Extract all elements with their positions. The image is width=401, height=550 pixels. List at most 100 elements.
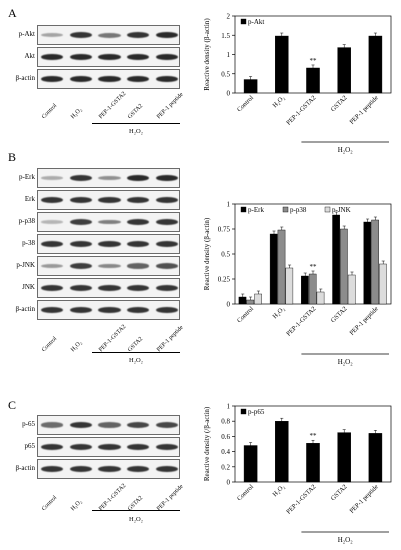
treatment-label: H₂O₂	[338, 146, 354, 154]
bar	[275, 35, 289, 94]
blot-strip	[37, 415, 180, 435]
treatment-label: H₂O₂	[129, 516, 143, 523]
blot-band	[126, 443, 150, 451]
blot-row-label: p-JNK	[16, 261, 35, 269]
blot-strip	[37, 459, 180, 479]
blot-row-label: p65	[24, 442, 36, 450]
bar	[277, 229, 286, 305]
y-tick-label: 0	[227, 301, 231, 309]
blot-band	[155, 465, 178, 473]
legend-label: p-p65	[248, 408, 265, 416]
blot-band	[126, 284, 150, 292]
y-tick-label: 2	[227, 13, 231, 21]
blot-band	[155, 263, 178, 269]
lane-label: Control	[41, 103, 59, 121]
y-tick-label: 1.5	[221, 32, 230, 40]
blot-band	[41, 284, 64, 292]
blot-strip	[37, 278, 180, 298]
blot-band	[126, 422, 150, 428]
x-tick-label: PEP-1-GSTA2	[285, 94, 317, 126]
x-tick-label: GSTA2	[330, 305, 349, 324]
blot-band	[155, 443, 178, 451]
legend-swatch	[240, 18, 247, 25]
legend-label: p-Erk	[248, 206, 264, 214]
treatment-label: H₂O₂	[338, 358, 354, 366]
lane-label: Control	[41, 495, 59, 513]
blot-band	[41, 53, 64, 61]
blot-band	[98, 263, 121, 269]
blot-band	[69, 196, 93, 204]
blot-band	[41, 422, 64, 428]
legend-label: p-JNK	[332, 206, 351, 214]
blot-strip	[37, 437, 180, 457]
bar	[337, 47, 351, 94]
bar	[306, 67, 320, 94]
bar	[238, 296, 247, 305]
bar	[243, 445, 258, 483]
blot-band	[69, 465, 93, 473]
bar	[332, 214, 340, 305]
bar	[340, 228, 348, 305]
blot-band	[126, 240, 150, 248]
lane-label: PEP-1 peptide	[155, 91, 185, 121]
lane-label: H₂O₂	[69, 106, 84, 121]
blot-row-label: Erk	[24, 195, 35, 203]
blot-band	[69, 421, 93, 429]
bar	[347, 274, 356, 305]
blot-strip	[37, 69, 180, 89]
lane-label: PEP-1-GSTA2	[98, 323, 128, 354]
y-tick-label: 0.75	[218, 226, 231, 234]
blot-row-label: p-65	[22, 420, 35, 428]
blot-strip	[37, 256, 180, 276]
blot-band	[41, 196, 64, 204]
y-tick-label: 0.5	[221, 70, 230, 78]
y-axis-label: Reactive density (β-actin)	[203, 217, 211, 290]
legend-swatch	[324, 206, 331, 213]
treatment-label: H₂O₂	[129, 357, 143, 364]
panel-label: A	[8, 6, 17, 20]
blot-band	[41, 443, 64, 451]
y-tick-label: 1	[227, 51, 231, 59]
bar	[243, 79, 258, 94]
treatment-line	[92, 123, 180, 124]
y-tick-label: 0.6	[221, 433, 230, 441]
bar	[308, 273, 317, 305]
treatment-label: H₂O₂	[129, 128, 143, 135]
blot-row-label: β-actin	[15, 305, 36, 313]
blot-row-label: p-Erk	[19, 173, 35, 181]
blot-row-label: p-p38	[18, 217, 35, 225]
lane-label: GSTA2	[127, 103, 145, 121]
y-axis-label: Reactive density (/β-actin)	[203, 406, 211, 481]
x-tick-label: PEP-1-GSTA2	[285, 305, 317, 337]
blot-strip	[37, 190, 180, 210]
blot-band	[69, 75, 93, 83]
bar	[363, 221, 372, 305]
blot-band	[69, 443, 93, 451]
blot-band	[98, 284, 121, 292]
blot-band	[126, 306, 150, 314]
bar	[371, 219, 379, 305]
blot-band	[41, 465, 64, 473]
legend-label: p-p38	[290, 206, 307, 214]
bar	[254, 293, 262, 305]
lane-label: PEP-1-GSTA2	[98, 482, 128, 513]
blot-band	[69, 306, 93, 314]
y-tick-label: 0.4	[221, 448, 230, 456]
blot-row-label: β-actin	[15, 74, 36, 82]
significance-mark: **	[310, 57, 318, 65]
lane-label: GSTA2	[127, 336, 145, 354]
blot-band	[98, 32, 121, 38]
blot-band	[69, 284, 93, 292]
bar	[301, 275, 309, 305]
blot-band	[98, 53, 121, 61]
blot-band	[126, 263, 150, 269]
bar	[275, 421, 289, 483]
blot-band	[41, 176, 64, 180]
bar	[368, 433, 383, 483]
y-tick-label: 0.5	[221, 251, 230, 259]
blot-band	[155, 53, 178, 61]
bar	[368, 35, 383, 94]
blot-band	[98, 219, 121, 225]
x-tick-label: Control	[236, 483, 255, 502]
blot-band	[41, 240, 64, 248]
